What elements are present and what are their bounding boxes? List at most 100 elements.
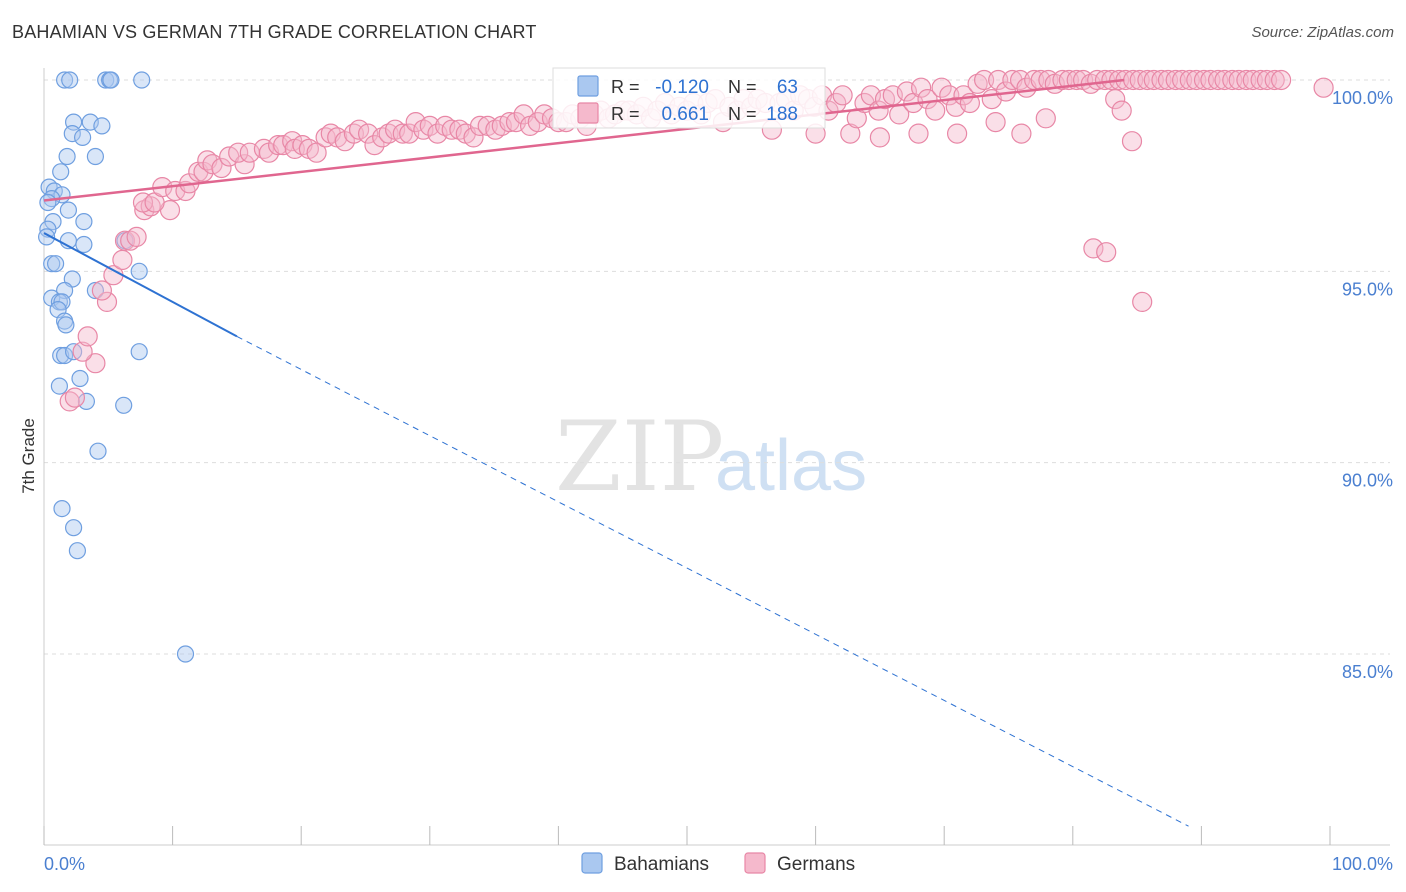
data-point <box>1157 69 1179 91</box>
data-point <box>1250 69 1271 91</box>
series-bahamians <box>37 71 195 663</box>
data-point <box>1236 69 1257 91</box>
legend-label-bahamians: Bahamians <box>614 854 709 875</box>
data-point <box>46 255 65 273</box>
trendline-bahamians-extension <box>236 335 1189 827</box>
data-point <box>1313 77 1334 98</box>
data-point <box>832 85 853 106</box>
data-point <box>228 142 249 163</box>
data-point <box>52 163 70 181</box>
stats-n-value: 188 <box>766 104 798 125</box>
data-point <box>1222 69 1243 91</box>
data-point <box>463 127 484 148</box>
data-point <box>61 71 79 89</box>
data-point <box>1242 69 1263 91</box>
stats-n-label: N = <box>728 77 757 97</box>
data-point <box>925 100 946 121</box>
chart-source: Source: ZipAtlas.com <box>1251 24 1394 41</box>
data-point <box>132 192 154 213</box>
data-point <box>364 135 385 156</box>
data-point <box>63 125 81 143</box>
data-point <box>1179 69 1200 91</box>
stats-r-value: 0.661 <box>661 104 709 125</box>
data-point <box>57 316 75 334</box>
data-point <box>53 500 71 518</box>
data-point <box>1111 100 1132 121</box>
data-point <box>1011 123 1032 144</box>
stats-n-value: 63 <box>777 77 798 98</box>
data-point <box>71 369 89 388</box>
data-point <box>52 346 70 365</box>
data-point <box>176 645 195 663</box>
data-point <box>1193 69 1215 91</box>
stats-swatch-germans <box>577 102 599 124</box>
data-point <box>1105 88 1126 110</box>
data-point <box>93 117 111 135</box>
data-point <box>89 442 107 460</box>
data-point <box>1129 69 1150 91</box>
data-point <box>43 255 61 273</box>
trendline-germans <box>43 78 1125 202</box>
data-point <box>120 230 141 251</box>
data-point <box>37 228 56 246</box>
y-tick-label: 85.0% <box>1342 662 1393 682</box>
stats-swatch-bahamians <box>577 75 599 97</box>
data-point <box>988 69 1009 91</box>
stats-r-label: R = <box>611 77 640 97</box>
data-point <box>39 193 57 212</box>
data-point <box>985 111 1006 133</box>
data-point <box>55 71 74 89</box>
data-point <box>1165 69 1186 91</box>
data-point <box>75 213 93 231</box>
data-point <box>869 127 891 148</box>
trendline-bahamians <box>43 232 238 338</box>
data-point <box>946 123 968 144</box>
data-point <box>53 293 71 311</box>
data-point <box>1270 69 1292 91</box>
data-point <box>1137 69 1158 91</box>
data-point <box>77 326 98 347</box>
data-point <box>114 230 136 251</box>
data-point <box>68 542 87 560</box>
data-point <box>1256 69 1278 91</box>
data-point <box>96 291 118 312</box>
data-point <box>1207 69 1229 91</box>
y-axis-title: 7th Grade <box>19 418 38 494</box>
data-point <box>1132 291 1153 312</box>
data-point <box>392 123 413 144</box>
watermark-zip: ZIP <box>555 401 724 513</box>
data-point <box>1171 69 1193 91</box>
data-point <box>112 249 133 270</box>
y-tick-label: 100.0% <box>1332 88 1393 108</box>
data-point <box>840 123 861 144</box>
y-tick-label: 95.0% <box>1342 279 1393 299</box>
data-point <box>133 71 151 89</box>
data-point <box>234 154 255 175</box>
data-point <box>59 201 78 219</box>
data-point <box>72 341 93 362</box>
data-point <box>1121 131 1143 152</box>
data-point <box>86 147 105 166</box>
data-point <box>102 71 120 89</box>
x-tick-label-left: 0.0% <box>44 854 85 874</box>
data-point <box>97 71 115 89</box>
data-point <box>931 77 952 98</box>
data-point <box>1186 69 1207 91</box>
data-point <box>469 115 491 137</box>
data-point <box>967 73 988 94</box>
data-point <box>1228 69 1249 91</box>
data-point <box>134 200 155 221</box>
data-point <box>86 281 105 300</box>
data-point <box>130 343 148 361</box>
x-tick-label-right: 100.0% <box>1332 854 1393 874</box>
watermark-atlas: atlas <box>715 426 867 506</box>
stats-box: R = -0.120 N = 63 R = 0.661 N = 188 <box>552 67 826 129</box>
data-point <box>91 280 113 301</box>
data-point <box>211 157 232 179</box>
data-point <box>55 346 74 365</box>
data-point <box>75 235 93 254</box>
data-point <box>64 519 83 537</box>
data-point <box>1200 69 1221 91</box>
data-point <box>77 392 96 410</box>
